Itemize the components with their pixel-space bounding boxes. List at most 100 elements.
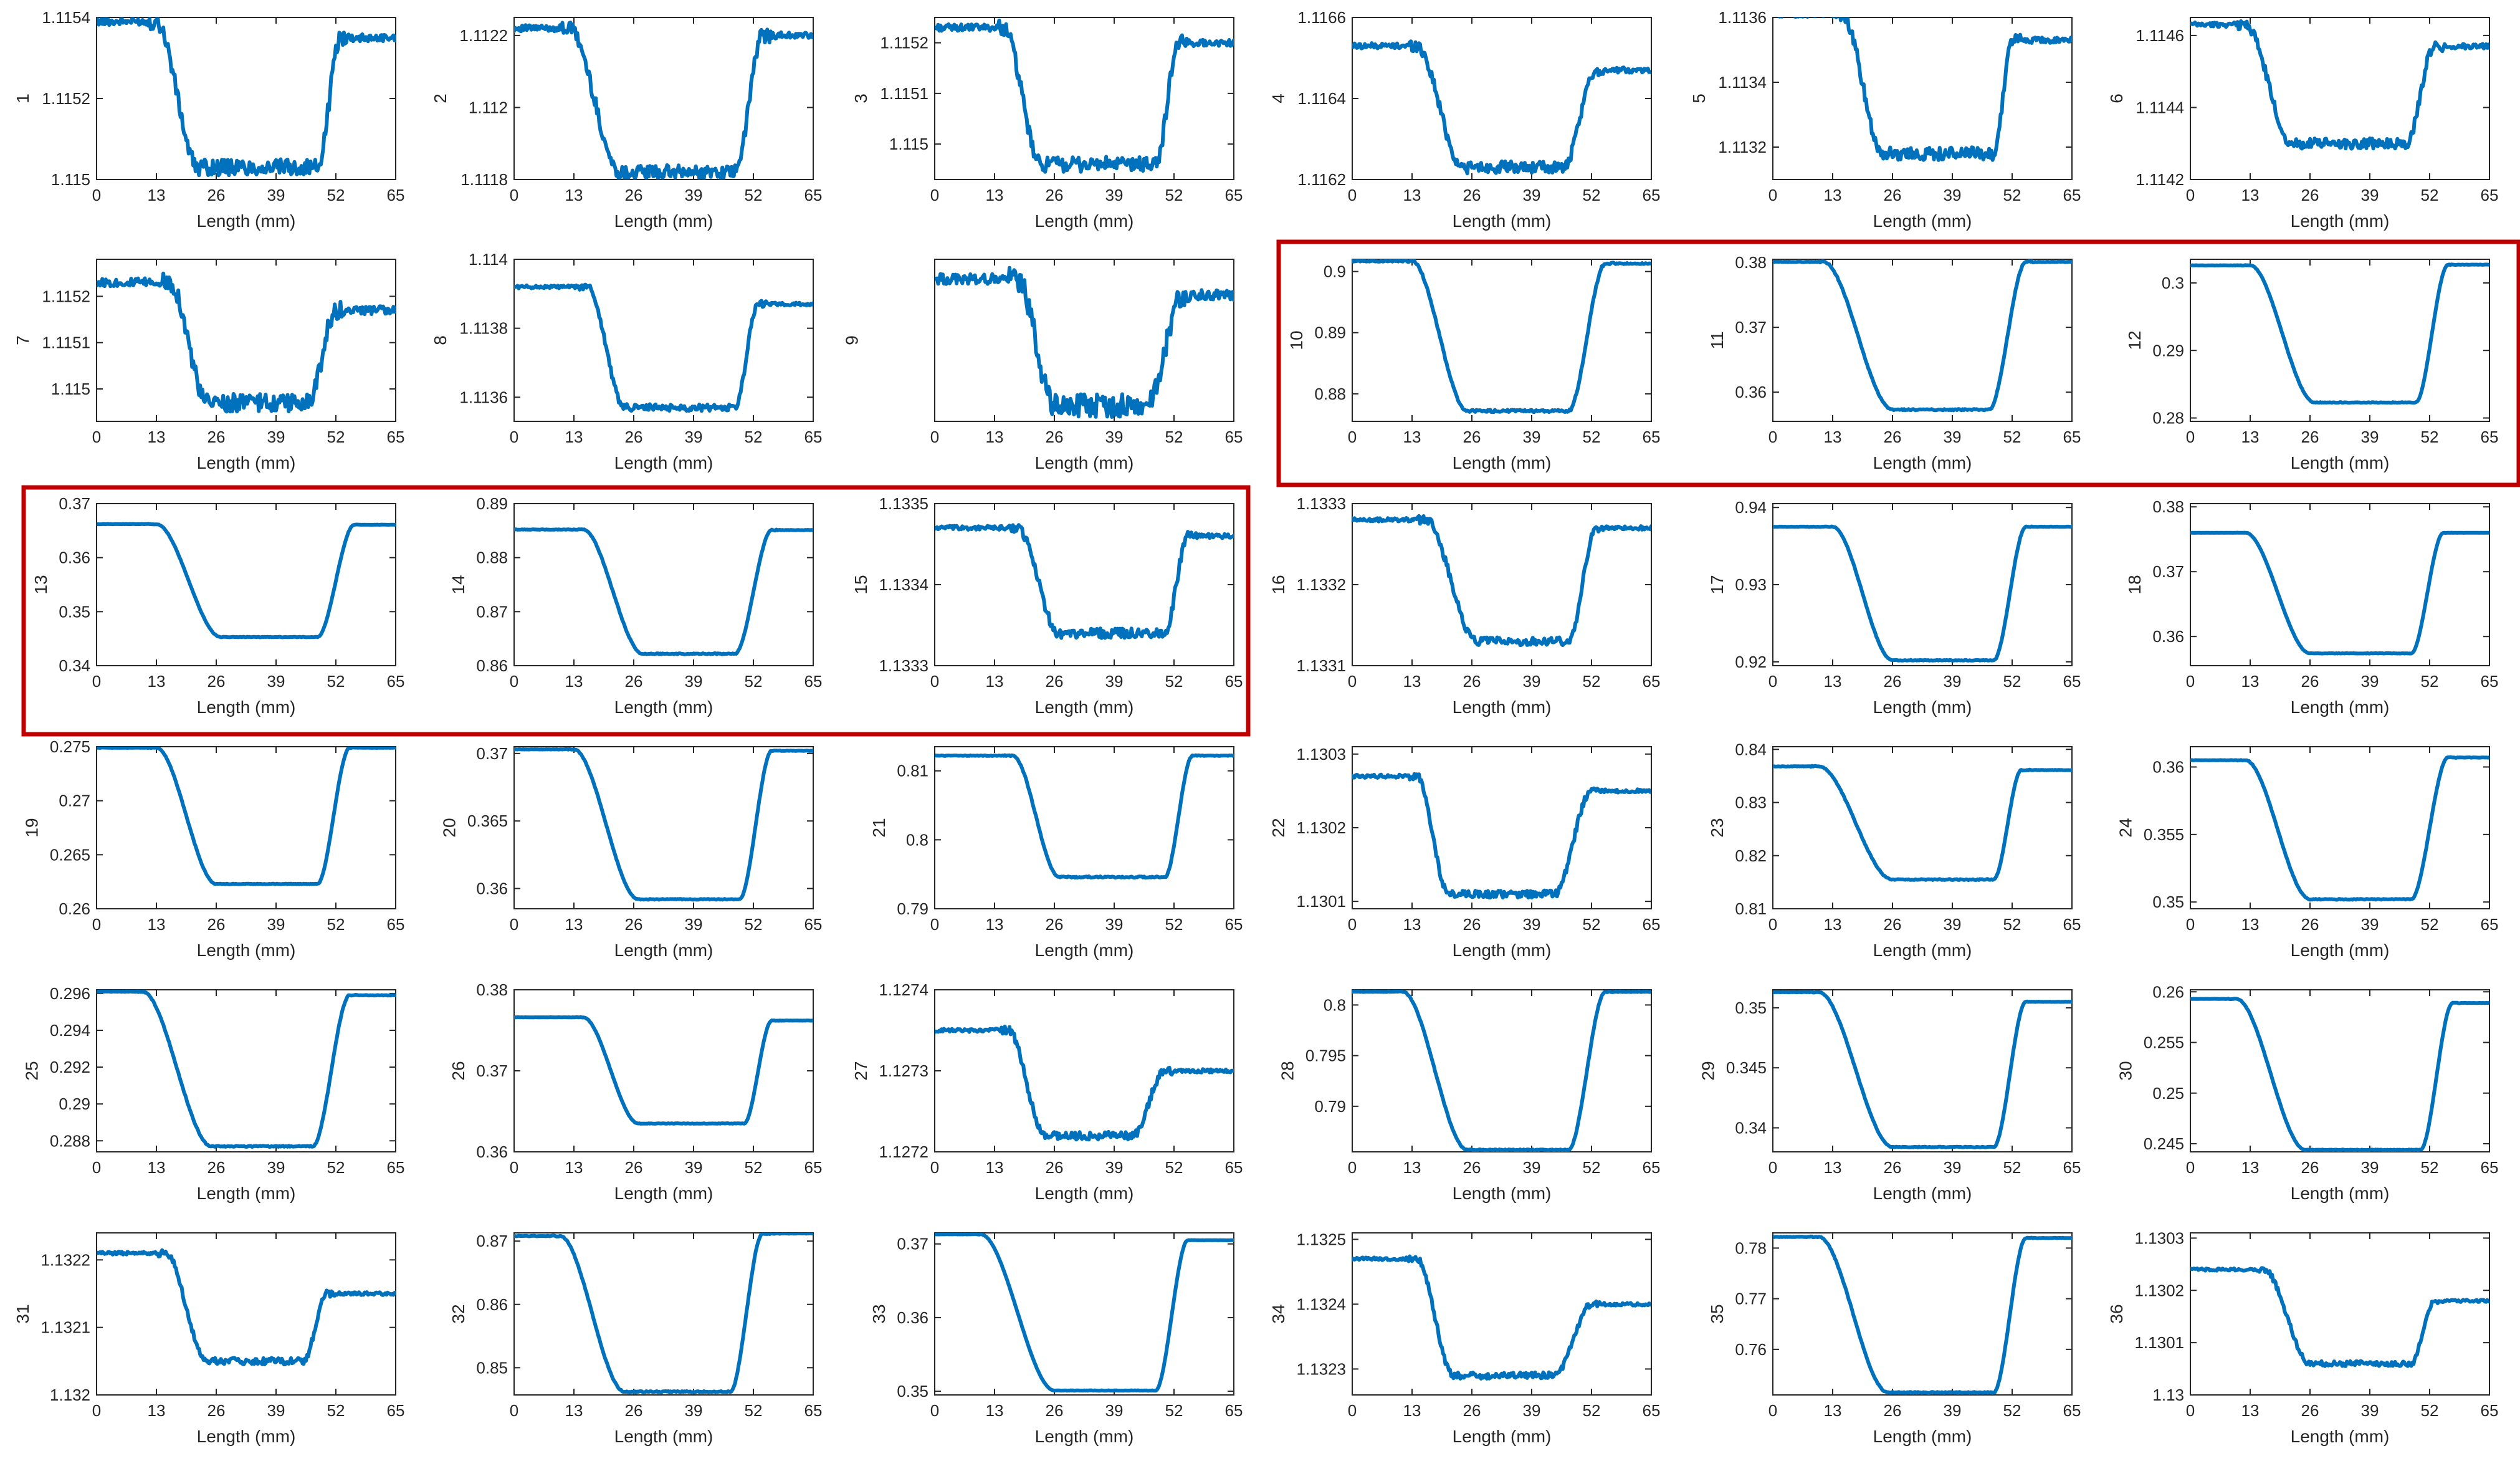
subplot-11: 0 13 26 39 52 65 0.36 0.37 0.38 Length (mm) 11 (1707, 253, 2081, 472)
x-tick-label: 26 (1046, 672, 1064, 691)
x-tick-label: 52 (2003, 186, 2021, 204)
series-line (514, 1233, 813, 1394)
series-line (514, 282, 813, 413)
y-tick-label: 0.28 (2152, 409, 2184, 428)
x-tick-label: 26 (1463, 428, 1481, 446)
x-tick-label: 0 (930, 915, 939, 934)
x-tick-label: 39 (1105, 915, 1124, 934)
axes-box (513, 259, 814, 422)
y-axis-label: 9 (842, 335, 862, 345)
x-tick-label: 65 (2481, 672, 2499, 691)
x-axis-label: Length (mm) (197, 697, 296, 717)
y-tick-label: 0.365 (467, 812, 508, 830)
x-tick-label: 52 (1583, 1401, 1601, 1420)
x-axis-label: Length (mm) (197, 453, 296, 472)
x-axis-label: Length (mm) (1035, 1427, 1134, 1446)
highlight-box-2 (21, 485, 1251, 737)
x-tick-label: 65 (2481, 1158, 2499, 1177)
x-tick-label: 26 (208, 186, 226, 204)
y-axis-label: 33 (869, 1304, 889, 1323)
y-tick-label: 0.245 (2144, 1134, 2184, 1153)
series-line (1773, 1234, 2072, 1395)
subplot-21: 0 13 26 39 52 65 0.79 0.8 0.81 Length (mm) 21 (869, 746, 1243, 960)
x-tick-label: 0 (2186, 915, 2195, 934)
series-line (97, 271, 396, 414)
y-tick-label: 1.1154 (42, 8, 90, 27)
subplot-23: 0 13 26 39 52 65 0.81 0.82 0.83 0.84 Length (mm) 23 (1707, 740, 2081, 960)
y-tick-label: 0.355 (2144, 825, 2184, 844)
y-tick-label: 1.1272 (879, 1142, 928, 1161)
y-tick-label: 1.1322 (41, 1250, 90, 1269)
subplot-8: 0 13 26 39 52 65 1.1136 1.1138 1.114 Length (mm) 8 (431, 250, 822, 472)
x-tick-label: 52 (1165, 1158, 1183, 1177)
y-axis-label: 32 (449, 1304, 468, 1323)
axes-box (934, 746, 1234, 909)
series-line (514, 1015, 813, 1126)
x-tick-label: 65 (387, 428, 405, 446)
y-tick-label: 0.38 (2152, 497, 2184, 516)
x-tick-label: 0 (510, 1401, 518, 1420)
axes-box (1772, 17, 2073, 180)
x-tick-label: 13 (148, 428, 166, 446)
axes-box (2190, 17, 2490, 180)
y-axis-label: 31 (13, 1304, 32, 1323)
x-tick-label: 65 (387, 1401, 405, 1420)
x-tick-label: 39 (267, 915, 285, 934)
x-tick-label: 0 (510, 186, 518, 204)
x-tick-label: 26 (208, 672, 226, 691)
series-line (2190, 530, 2489, 656)
subplot-28: 0 13 26 39 52 65 0.79 0.795 0.8 Length (mm) 28 (1278, 989, 1660, 1203)
x-tick-label: 52 (745, 186, 763, 204)
x-tick-label: 65 (2063, 428, 2081, 446)
x-axis-label: Length (mm) (614, 697, 714, 717)
x-tick-label: 26 (1463, 1158, 1481, 1177)
x-tick-label: 0 (92, 1401, 101, 1420)
axes-box (1352, 746, 1652, 909)
highlight-box-1 (1276, 239, 2520, 487)
x-axis-label: Length (mm) (2291, 697, 2390, 717)
x-tick-label: 39 (685, 1158, 703, 1177)
y-tick-label: 0.82 (1735, 846, 1767, 865)
axes-box (1352, 259, 1652, 422)
x-tick-label: 52 (2421, 186, 2439, 204)
x-tick-label: 65 (1225, 186, 1243, 204)
x-tick-label: 39 (2361, 1401, 2379, 1420)
y-tick-label: 1.1132 (1718, 138, 1767, 156)
subplot-35: 0 13 26 39 52 65 0.76 0.77 0.78 Length (mm) 35 (1707, 1232, 2081, 1446)
y-tick-label: 0.76 (1735, 1340, 1767, 1359)
y-tick-label: 1.1164 (1297, 89, 1346, 108)
x-tick-label: 13 (1403, 1158, 1421, 1177)
y-tick-label: 0.37 (1735, 318, 1767, 337)
x-tick-label: 39 (2361, 1158, 2379, 1177)
x-tick-label: 65 (1225, 672, 1243, 691)
x-tick-label: 26 (2301, 428, 2319, 446)
x-tick-label: 39 (1944, 672, 1962, 691)
axes-box (96, 1232, 396, 1396)
y-tick-label: 0.36 (476, 879, 508, 898)
x-tick-label: 13 (986, 915, 1004, 934)
x-tick-label: 13 (148, 915, 166, 934)
y-tick-label: 0.37 (2152, 562, 2184, 581)
x-tick-label: 65 (2063, 1158, 2081, 1177)
x-tick-label: 39 (1523, 672, 1541, 691)
x-axis-label: Length (mm) (1873, 1427, 1972, 1446)
y-tick-label: 1.1144 (2136, 98, 2184, 117)
x-axis-label: Length (mm) (197, 211, 296, 231)
x-tick-label: 0 (1348, 186, 1357, 204)
x-tick-label: 0 (1768, 1401, 1777, 1420)
y-tick-label: 1.132 (50, 1386, 90, 1404)
y-tick-label: 0.85 (476, 1358, 508, 1377)
y-tick-label: 0.9 (1324, 262, 1346, 281)
axes-box (513, 989, 814, 1152)
x-axis-label: Length (mm) (1453, 211, 1552, 231)
x-tick-label: 39 (267, 428, 285, 446)
x-tick-label: 13 (1403, 672, 1421, 691)
series-line (514, 747, 813, 902)
x-axis-label: Length (mm) (614, 211, 714, 231)
subplot-32: 0 13 26 39 52 65 0.85 0.86 0.87 Length (mm) 32 (449, 1232, 822, 1446)
y-tick-label: 0.79 (1314, 1097, 1346, 1116)
y-axis-label: 24 (2116, 818, 2136, 837)
series-line (935, 266, 1234, 419)
series-line (935, 1233, 1234, 1393)
x-tick-label: 26 (208, 1401, 226, 1420)
